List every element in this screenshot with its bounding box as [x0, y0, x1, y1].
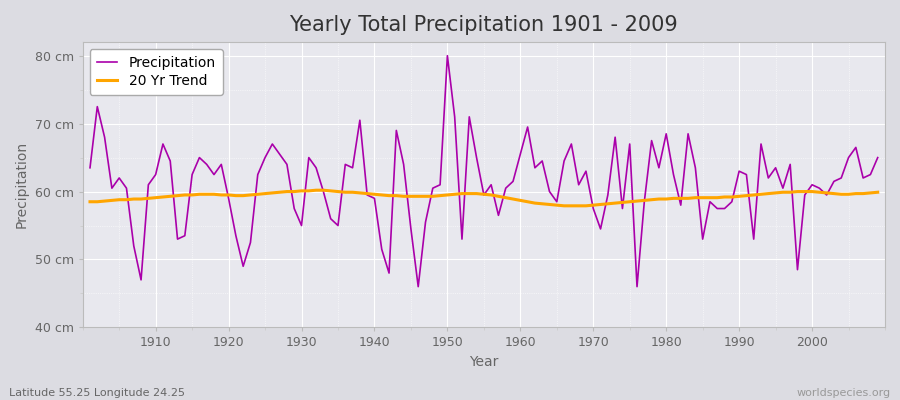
Y-axis label: Precipitation: Precipitation — [15, 141, 29, 228]
Precipitation — [522, 125, 533, 130]
20 Yr Trend — [559, 204, 570, 208]
Precipitation — [143, 182, 154, 187]
20 Yr Trend — [617, 200, 628, 205]
Precipitation — [85, 165, 95, 170]
20 Yr Trend — [310, 188, 321, 192]
Text: Latitude 55.25 Longitude 24.25: Latitude 55.25 Longitude 24.25 — [9, 388, 185, 398]
Line: Precipitation: Precipitation — [90, 56, 878, 287]
Precipitation — [442, 53, 453, 58]
20 Yr Trend — [143, 196, 154, 201]
Legend: Precipitation, 20 Yr Trend: Precipitation, 20 Yr Trend — [90, 49, 222, 95]
Precipitation — [617, 206, 628, 211]
Line: 20 Yr Trend: 20 Yr Trend — [90, 190, 878, 206]
20 Yr Trend — [522, 199, 533, 204]
Precipitation — [347, 165, 358, 170]
X-axis label: Year: Year — [469, 355, 499, 369]
Title: Yearly Total Precipitation 1901 - 2009: Yearly Total Precipitation 1901 - 2009 — [290, 15, 679, 35]
20 Yr Trend — [355, 190, 365, 195]
20 Yr Trend — [872, 190, 883, 195]
20 Yr Trend — [85, 199, 95, 204]
20 Yr Trend — [303, 188, 314, 193]
Precipitation — [872, 155, 883, 160]
Precipitation — [529, 165, 540, 170]
Precipitation — [413, 284, 424, 289]
20 Yr Trend — [515, 198, 526, 203]
Text: worldspecies.org: worldspecies.org — [796, 388, 891, 398]
Precipitation — [303, 155, 314, 160]
